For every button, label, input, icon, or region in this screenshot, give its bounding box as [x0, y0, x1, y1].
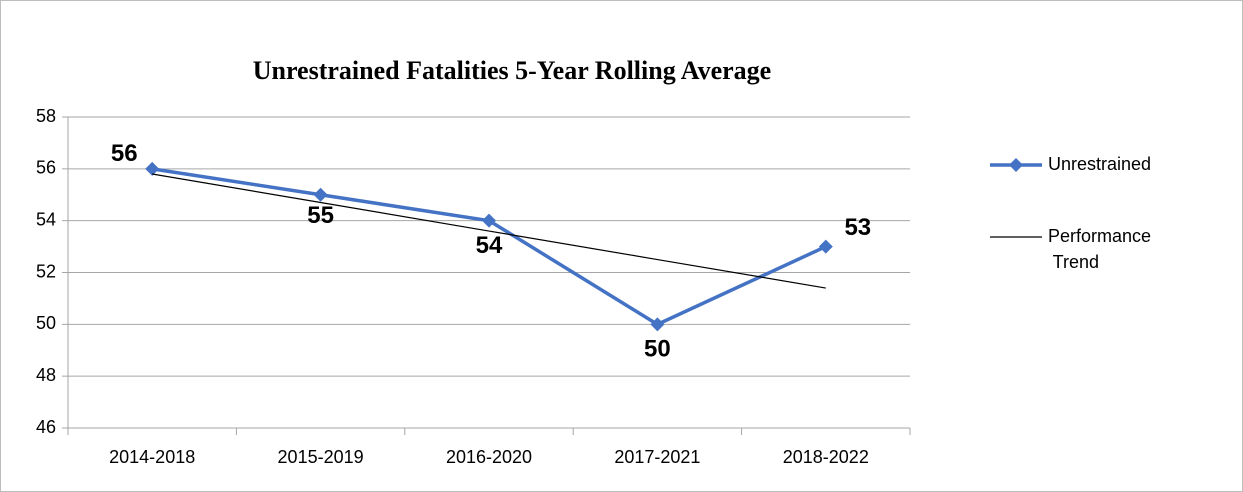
- point-marker: [482, 213, 496, 228]
- y-tick-label: 56: [36, 158, 56, 178]
- y-tick-label: 54: [36, 209, 56, 229]
- point-marker: [313, 187, 328, 202]
- point-marker: [650, 317, 665, 332]
- chart-title: Unrestrained Fatalities 5-Year Rolling A…: [253, 56, 771, 85]
- x-tick-label: 2014-2018: [109, 447, 195, 467]
- data-label: 56: [111, 140, 138, 167]
- x-tick-label: 2015-2019: [278, 447, 364, 467]
- x-tick-label: 2018-2022: [783, 447, 869, 467]
- point-marker: [145, 161, 160, 176]
- data-label: 50: [644, 336, 671, 363]
- data-label: 55: [307, 202, 334, 229]
- point-marker: [818, 239, 833, 254]
- x-tick-label: 2017-2021: [614, 447, 700, 467]
- x-tick-label: 2016-2020: [446, 447, 532, 467]
- legend-marker: [1009, 158, 1023, 172]
- series-line: [152, 173, 826, 289]
- legend-label: Performance Trend: [1048, 226, 1151, 272]
- legend-label: Unrestrained: [1048, 154, 1151, 174]
- data-label: 54: [476, 232, 503, 259]
- y-tick-label: 52: [36, 261, 56, 281]
- y-tick-label: 48: [36, 365, 56, 385]
- y-tick-label: 46: [36, 417, 56, 437]
- y-tick-label: 58: [36, 106, 56, 126]
- data-label: 53: [844, 214, 871, 241]
- y-tick-label: 50: [36, 313, 56, 333]
